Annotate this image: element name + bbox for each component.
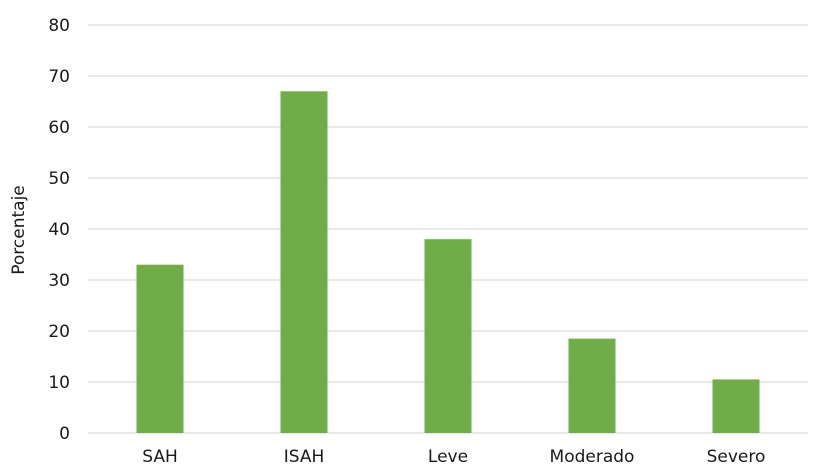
y-axis-ticks: 0 10 20 30 40 50 60 70 80 [48,16,70,444]
x-tick-label: Leve [428,447,468,467]
bars [136,91,760,434]
bar-isah [280,91,328,434]
bar-moderado [568,338,616,433]
x-tick-label: Severo [707,447,766,467]
x-tick-label: SAH [142,447,178,467]
y-tick-label: 10 [48,373,70,393]
x-axis-labels: SAH ISAH Leve Moderado Severo [142,447,765,467]
x-tick-label: ISAH [284,447,325,467]
y-tick-label: 50 [48,169,70,189]
x-tick-label: Moderado [550,447,635,467]
y-tick-label: 80 [48,16,70,36]
y-tick-label: 30 [48,271,70,291]
y-tick-label: 40 [48,220,70,240]
y-tick-label: 60 [48,118,70,138]
y-tick-label: 20 [48,322,70,342]
bar-leve [424,239,472,433]
y-axis-title: Porcentaje [9,185,29,275]
bar-sah [136,264,184,433]
gridlines [88,24,808,434]
y-tick-label: 0 [59,424,70,444]
bar-severo [712,379,760,433]
y-tick-label: 70 [48,67,70,87]
